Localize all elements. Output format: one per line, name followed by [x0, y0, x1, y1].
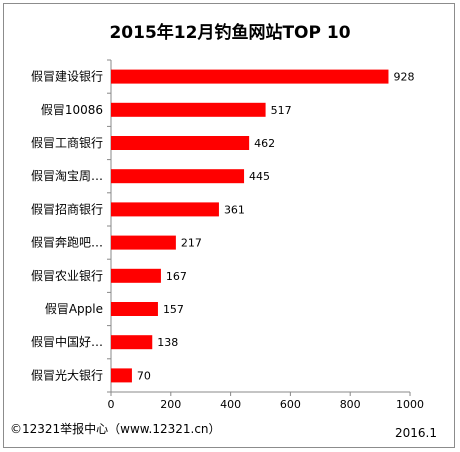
category-label: 假冒招商银行 [31, 201, 103, 216]
value-label: 70 [137, 369, 151, 382]
bar [111, 69, 389, 84]
bar [111, 136, 250, 150]
bar [111, 102, 266, 117]
x-tick-label: 400 [220, 398, 241, 411]
bar [111, 302, 158, 316]
x-tick-label: 1000 [396, 398, 424, 411]
category-label: 假冒Apple [45, 302, 103, 316]
bar [111, 268, 161, 283]
category-label: 假冒奔跑吧… [31, 236, 103, 250]
category-label: 假冒10086 [41, 103, 103, 117]
value-label: 167 [166, 270, 187, 283]
x-tick-label: 600 [280, 398, 301, 411]
bar [111, 368, 132, 383]
value-label: 361 [224, 203, 245, 216]
bar [111, 202, 219, 217]
x-tick-label: 200 [160, 398, 181, 411]
value-label: 217 [181, 237, 202, 250]
bar [111, 335, 153, 350]
report-date: 2016.1 [395, 426, 437, 440]
x-tick-label: 800 [340, 398, 361, 411]
value-label: 928 [393, 71, 414, 84]
category-label: 假冒中国好… [31, 334, 103, 349]
bar [111, 235, 176, 250]
source-credit: ©12321举报中心（www.12321.cn） [10, 422, 221, 436]
x-tick-label: 0 [108, 398, 115, 411]
value-label: 445 [249, 170, 270, 183]
category-label: 假冒淘宝周… [31, 169, 103, 183]
value-label: 462 [254, 137, 275, 150]
category-label: 假冒工商银行 [31, 135, 103, 150]
category-label: 假冒农业银行 [31, 269, 103, 283]
value-label: 138 [157, 336, 178, 349]
category-label: 假冒建设银行 [31, 70, 103, 84]
value-label: 517 [271, 104, 292, 117]
category-label: 假冒光大银行 [31, 368, 103, 382]
value-label: 157 [163, 303, 184, 316]
bar [111, 169, 245, 184]
chart-title: 2015年12月钓鱼网站TOP 10 [109, 23, 351, 43]
